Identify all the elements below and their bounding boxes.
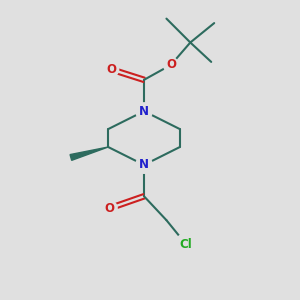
Text: Cl: Cl: [179, 238, 192, 250]
Text: N: N: [139, 158, 149, 171]
Text: O: O: [106, 63, 116, 76]
Text: O: O: [105, 202, 115, 215]
Text: N: N: [139, 105, 149, 118]
Circle shape: [102, 201, 117, 216]
Circle shape: [136, 157, 152, 173]
Circle shape: [136, 103, 152, 119]
Circle shape: [104, 62, 119, 77]
Circle shape: [164, 57, 178, 72]
Polygon shape: [70, 147, 108, 160]
Circle shape: [176, 234, 196, 254]
Text: O: O: [166, 58, 176, 71]
